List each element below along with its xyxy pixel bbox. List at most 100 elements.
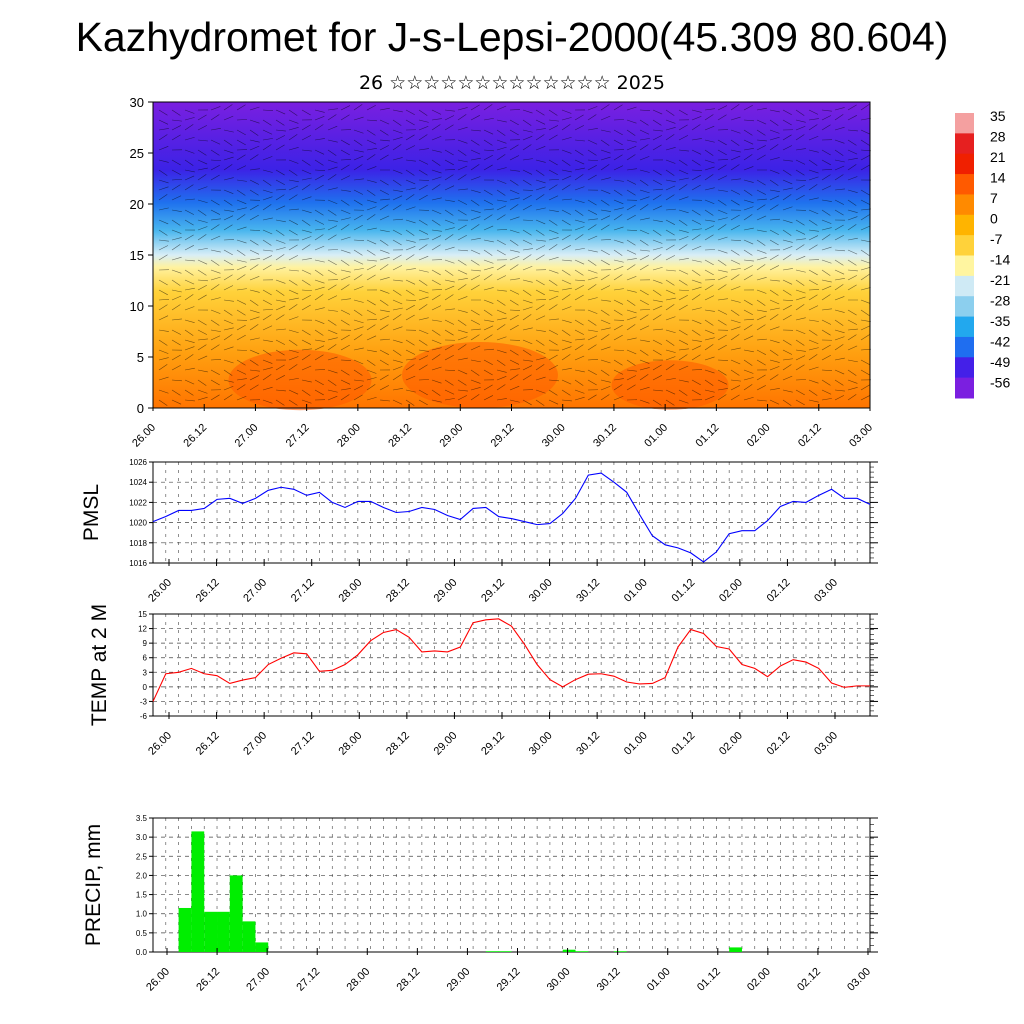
colorbar-label: -56 — [990, 375, 1010, 391]
colorbar-segment — [955, 275, 974, 297]
x-tick-label: 30.00 — [545, 966, 573, 994]
x-tick-label: 02.12 — [796, 422, 824, 450]
y-tick-label: 3 — [143, 668, 148, 677]
pmsl-line — [152, 472, 871, 563]
y-axis-label: TEMP at 2 M — [88, 604, 111, 726]
x-tick-label: 01.12 — [669, 577, 697, 605]
x-tick-label: 02.00 — [717, 730, 745, 758]
warm-area — [228, 349, 372, 411]
y-tick-label: 3.0 — [136, 833, 148, 842]
warm-area — [402, 342, 558, 408]
precip-bar — [255, 942, 269, 952]
y-tick-label: 0 — [143, 683, 148, 692]
colorbar-segment — [955, 174, 974, 195]
y-tick-label: 0.0 — [136, 948, 148, 957]
y-tick-label: 1022 — [129, 498, 147, 507]
chart-subtitle: 26 ☆☆☆☆☆☆☆☆☆☆☆☆☆ 2025 — [358, 72, 666, 94]
x-tick-label: 28.00 — [336, 730, 364, 758]
precip-bar — [498, 951, 512, 952]
chart-title: Kazhydromet for J-s-Lepsi-2000(45.309 80… — [75, 14, 949, 60]
y-tick-label: 1018 — [129, 539, 147, 548]
precip-panel: 0.0 0.5 1.0 1.5 2.0 2.5 3.0 3.5 PRECIP, mm — [82, 814, 878, 957]
x-tick-label: 27.12 — [284, 422, 312, 450]
x-tick-label: 29.12 — [479, 577, 507, 605]
precip-bar — [178, 907, 192, 952]
colorbar-label: 28 — [990, 129, 1006, 145]
precip-bar — [613, 951, 627, 952]
x-tick-label: 27.00 — [241, 730, 269, 758]
y-tick-label: -6 — [140, 712, 148, 721]
x-tick-label: 30.12 — [574, 730, 602, 758]
x-tick-label: 30.00 — [540, 422, 568, 450]
x-tick-label: 03.00 — [812, 730, 840, 758]
x-tick-label: 27.00 — [233, 422, 261, 450]
x-tick-label: 26.12 — [194, 577, 222, 605]
x-tick-label: 28.12 — [395, 966, 423, 994]
colorbar-segment — [955, 133, 974, 155]
x-tick-label: 28.12 — [386, 422, 414, 450]
x-tick-label: 29.00 — [432, 577, 460, 605]
x-tick-label: 27.00 — [241, 577, 269, 605]
colorbar-segment — [955, 296, 974, 318]
colorbar-label: -14 — [990, 252, 1010, 268]
x-tick-label: 30.00 — [527, 730, 555, 758]
x-tick-label: 28.12 — [384, 577, 412, 605]
wind-barbs — [158, 104, 872, 406]
x-tick-label: 26.12 — [194, 730, 222, 758]
colorbar-segment — [955, 194, 974, 216]
colorbar-label: -49 — [990, 354, 1010, 370]
precip-bar — [204, 911, 218, 952]
y-axis-label: PMSL — [80, 484, 103, 541]
colorbar-label: 35 — [990, 108, 1006, 124]
y-tick-label: 0.5 — [136, 929, 148, 938]
precip-bar — [217, 911, 230, 952]
x-tick-label: 30.12 — [595, 966, 623, 994]
temp-line — [152, 618, 870, 702]
x-tick-label: 26.00 — [146, 730, 174, 758]
x-tick-label: 26.12 — [181, 422, 209, 450]
colorbar-label: -7 — [990, 231, 1003, 247]
y-tick-label: 1024 — [129, 478, 147, 487]
colorbar-segment — [955, 214, 974, 236]
warm-area — [611, 360, 729, 410]
y-tick-label: 20 — [130, 197, 144, 212]
x-tick-label: 29.12 — [479, 730, 507, 758]
colorbar-label: 21 — [990, 149, 1006, 165]
x-tick-label: 26.00 — [144, 966, 172, 994]
colorbar-segment — [955, 336, 974, 358]
x-tick-label: 28.12 — [384, 730, 412, 758]
y-tick-label: 1020 — [129, 519, 147, 528]
y-tick-label: 1026 — [129, 458, 147, 467]
colorbar-label: -21 — [990, 272, 1010, 288]
colorbar-segment — [955, 113, 974, 134]
x-tick-label: 29.12 — [495, 966, 523, 994]
colorbar-label: -28 — [990, 293, 1010, 309]
x-tick-label: 02.00 — [745, 422, 773, 450]
x-tick-label: 27.12 — [289, 577, 317, 605]
x-tick-label: 30.00 — [527, 577, 555, 605]
x-tick-label: 27.12 — [294, 966, 322, 994]
colorbar-segment — [955, 235, 974, 256]
x-tick-label: 02.00 — [717, 577, 745, 605]
y-axis-label: PRECIP, mm — [82, 824, 105, 946]
colorbar-label: 7 — [990, 190, 998, 206]
precip-bar — [562, 949, 576, 952]
x-tick-label: 03.00 — [847, 422, 875, 450]
x-tick-label: 29.00 — [432, 730, 460, 758]
y-tick-label: 1.0 — [136, 910, 148, 919]
colorbar-label: -42 — [990, 334, 1010, 350]
precip-bar — [242, 921, 256, 952]
x-tick-label: 01.12 — [669, 730, 697, 758]
x-tick-label: 02.00 — [745, 966, 773, 994]
precip-bar — [729, 947, 742, 952]
y-tick-label: 1016 — [129, 559, 147, 568]
x-tick-label: 03.00 — [845, 966, 873, 994]
y-tick-label: 3.5 — [136, 814, 148, 823]
x-tick-label: 01.00 — [645, 966, 673, 994]
colorbar-segment — [955, 153, 974, 175]
y-tick-label: 2.5 — [136, 852, 148, 861]
y-tick-label: 6 — [143, 654, 148, 663]
y-tick-label: 0 — [137, 401, 144, 416]
y-tick-label: 2.0 — [136, 871, 148, 880]
